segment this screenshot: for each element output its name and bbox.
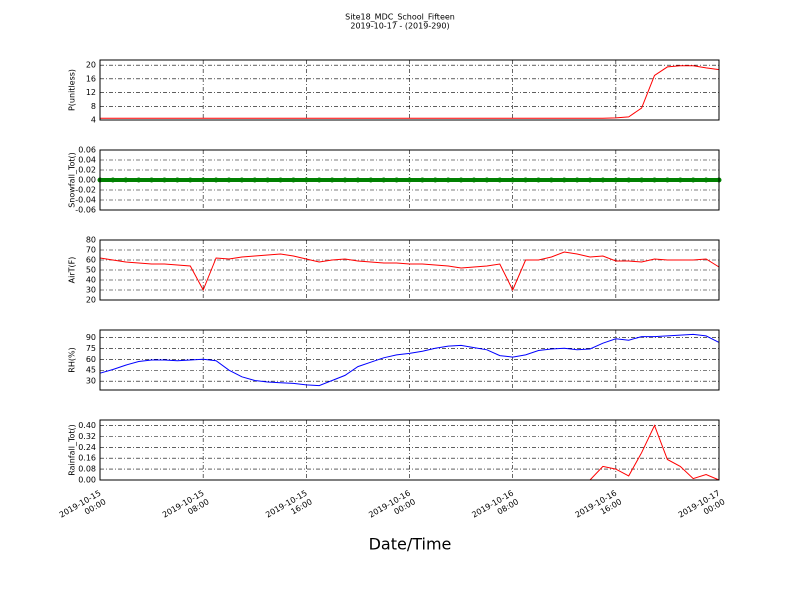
y-tick-label: 16 xyxy=(86,74,96,83)
y-tick-label: 0.40 xyxy=(78,421,96,430)
y-tick-label: 80 xyxy=(86,236,96,245)
x-tick-label: 2019-10-1608:00 xyxy=(470,488,520,528)
y-tick-label: 30 xyxy=(86,286,96,295)
x-tick-label: 2019-10-1700:00 xyxy=(676,488,726,528)
plot-frame xyxy=(99,419,720,481)
y-tick-label: 70 xyxy=(86,246,96,255)
y-axis-label: Rainfall_Tot() xyxy=(68,424,77,476)
y-tick-label: 0.16 xyxy=(78,454,96,463)
y-axis-label: RH(%) xyxy=(68,347,77,372)
data-line xyxy=(99,333,720,387)
y-tick-label: 20 xyxy=(86,296,96,305)
y-tick-label: 12 xyxy=(86,88,96,97)
y-tick-label: 0.08 xyxy=(78,465,96,474)
y-tick-label: 0.24 xyxy=(78,443,96,452)
y-tick-label: 0.00 xyxy=(78,176,96,185)
y-tick-label: 60 xyxy=(86,256,96,265)
x-tick-label: 2019-10-1500:00 xyxy=(57,488,107,528)
y-tick-label: 20 xyxy=(86,61,96,70)
y-tick-label: 0.06 xyxy=(78,146,96,155)
data-line xyxy=(100,65,720,119)
figure-subtitle: 2019-10-17 - (2019-290) xyxy=(350,22,449,31)
y-axis-label: AirT(F) xyxy=(68,257,77,284)
plot-frame xyxy=(99,329,720,391)
y-axis-label: Snowfall_Tot() xyxy=(68,152,77,208)
y-tick-label: 45 xyxy=(86,366,96,375)
y-axis-label: P(unitless) xyxy=(68,69,77,111)
y-tick-label: 90 xyxy=(86,333,96,342)
plot-frame xyxy=(99,59,720,121)
x-tick-label: 2019-10-1516:00 xyxy=(264,488,314,528)
x-tick-label: 2019-10-1508:00 xyxy=(161,488,211,528)
x-tick-label: 2019-10-1616:00 xyxy=(573,488,623,528)
x-tick-label: 2019-10-1600:00 xyxy=(367,488,417,528)
plot-frame xyxy=(99,149,720,211)
y-tick-label: 0.00 xyxy=(78,476,96,485)
y-tick-label: 40 xyxy=(86,276,96,285)
y-tick-label: 8 xyxy=(91,102,96,111)
x-axis-label: Date/Time xyxy=(369,535,452,554)
y-tick-label: 0.04 xyxy=(78,156,96,165)
y-tick-label: 50 xyxy=(86,266,96,275)
y-tick-label: -0.06 xyxy=(75,206,96,215)
y-tick-label: 0.02 xyxy=(78,166,96,175)
figure-title: Site18_MDC_School_Fifteen xyxy=(345,13,455,22)
y-tick-label: 0.32 xyxy=(78,432,96,441)
y-tick-label: 4 xyxy=(91,116,96,125)
y-tick-label: -0.02 xyxy=(75,186,96,195)
y-tick-label: -0.04 xyxy=(75,196,96,205)
y-tick-label: 30 xyxy=(86,377,96,386)
y-tick-label: 60 xyxy=(86,355,96,364)
y-tick-label: 75 xyxy=(86,344,96,353)
data-line xyxy=(99,251,720,292)
plot-frame xyxy=(99,239,720,301)
